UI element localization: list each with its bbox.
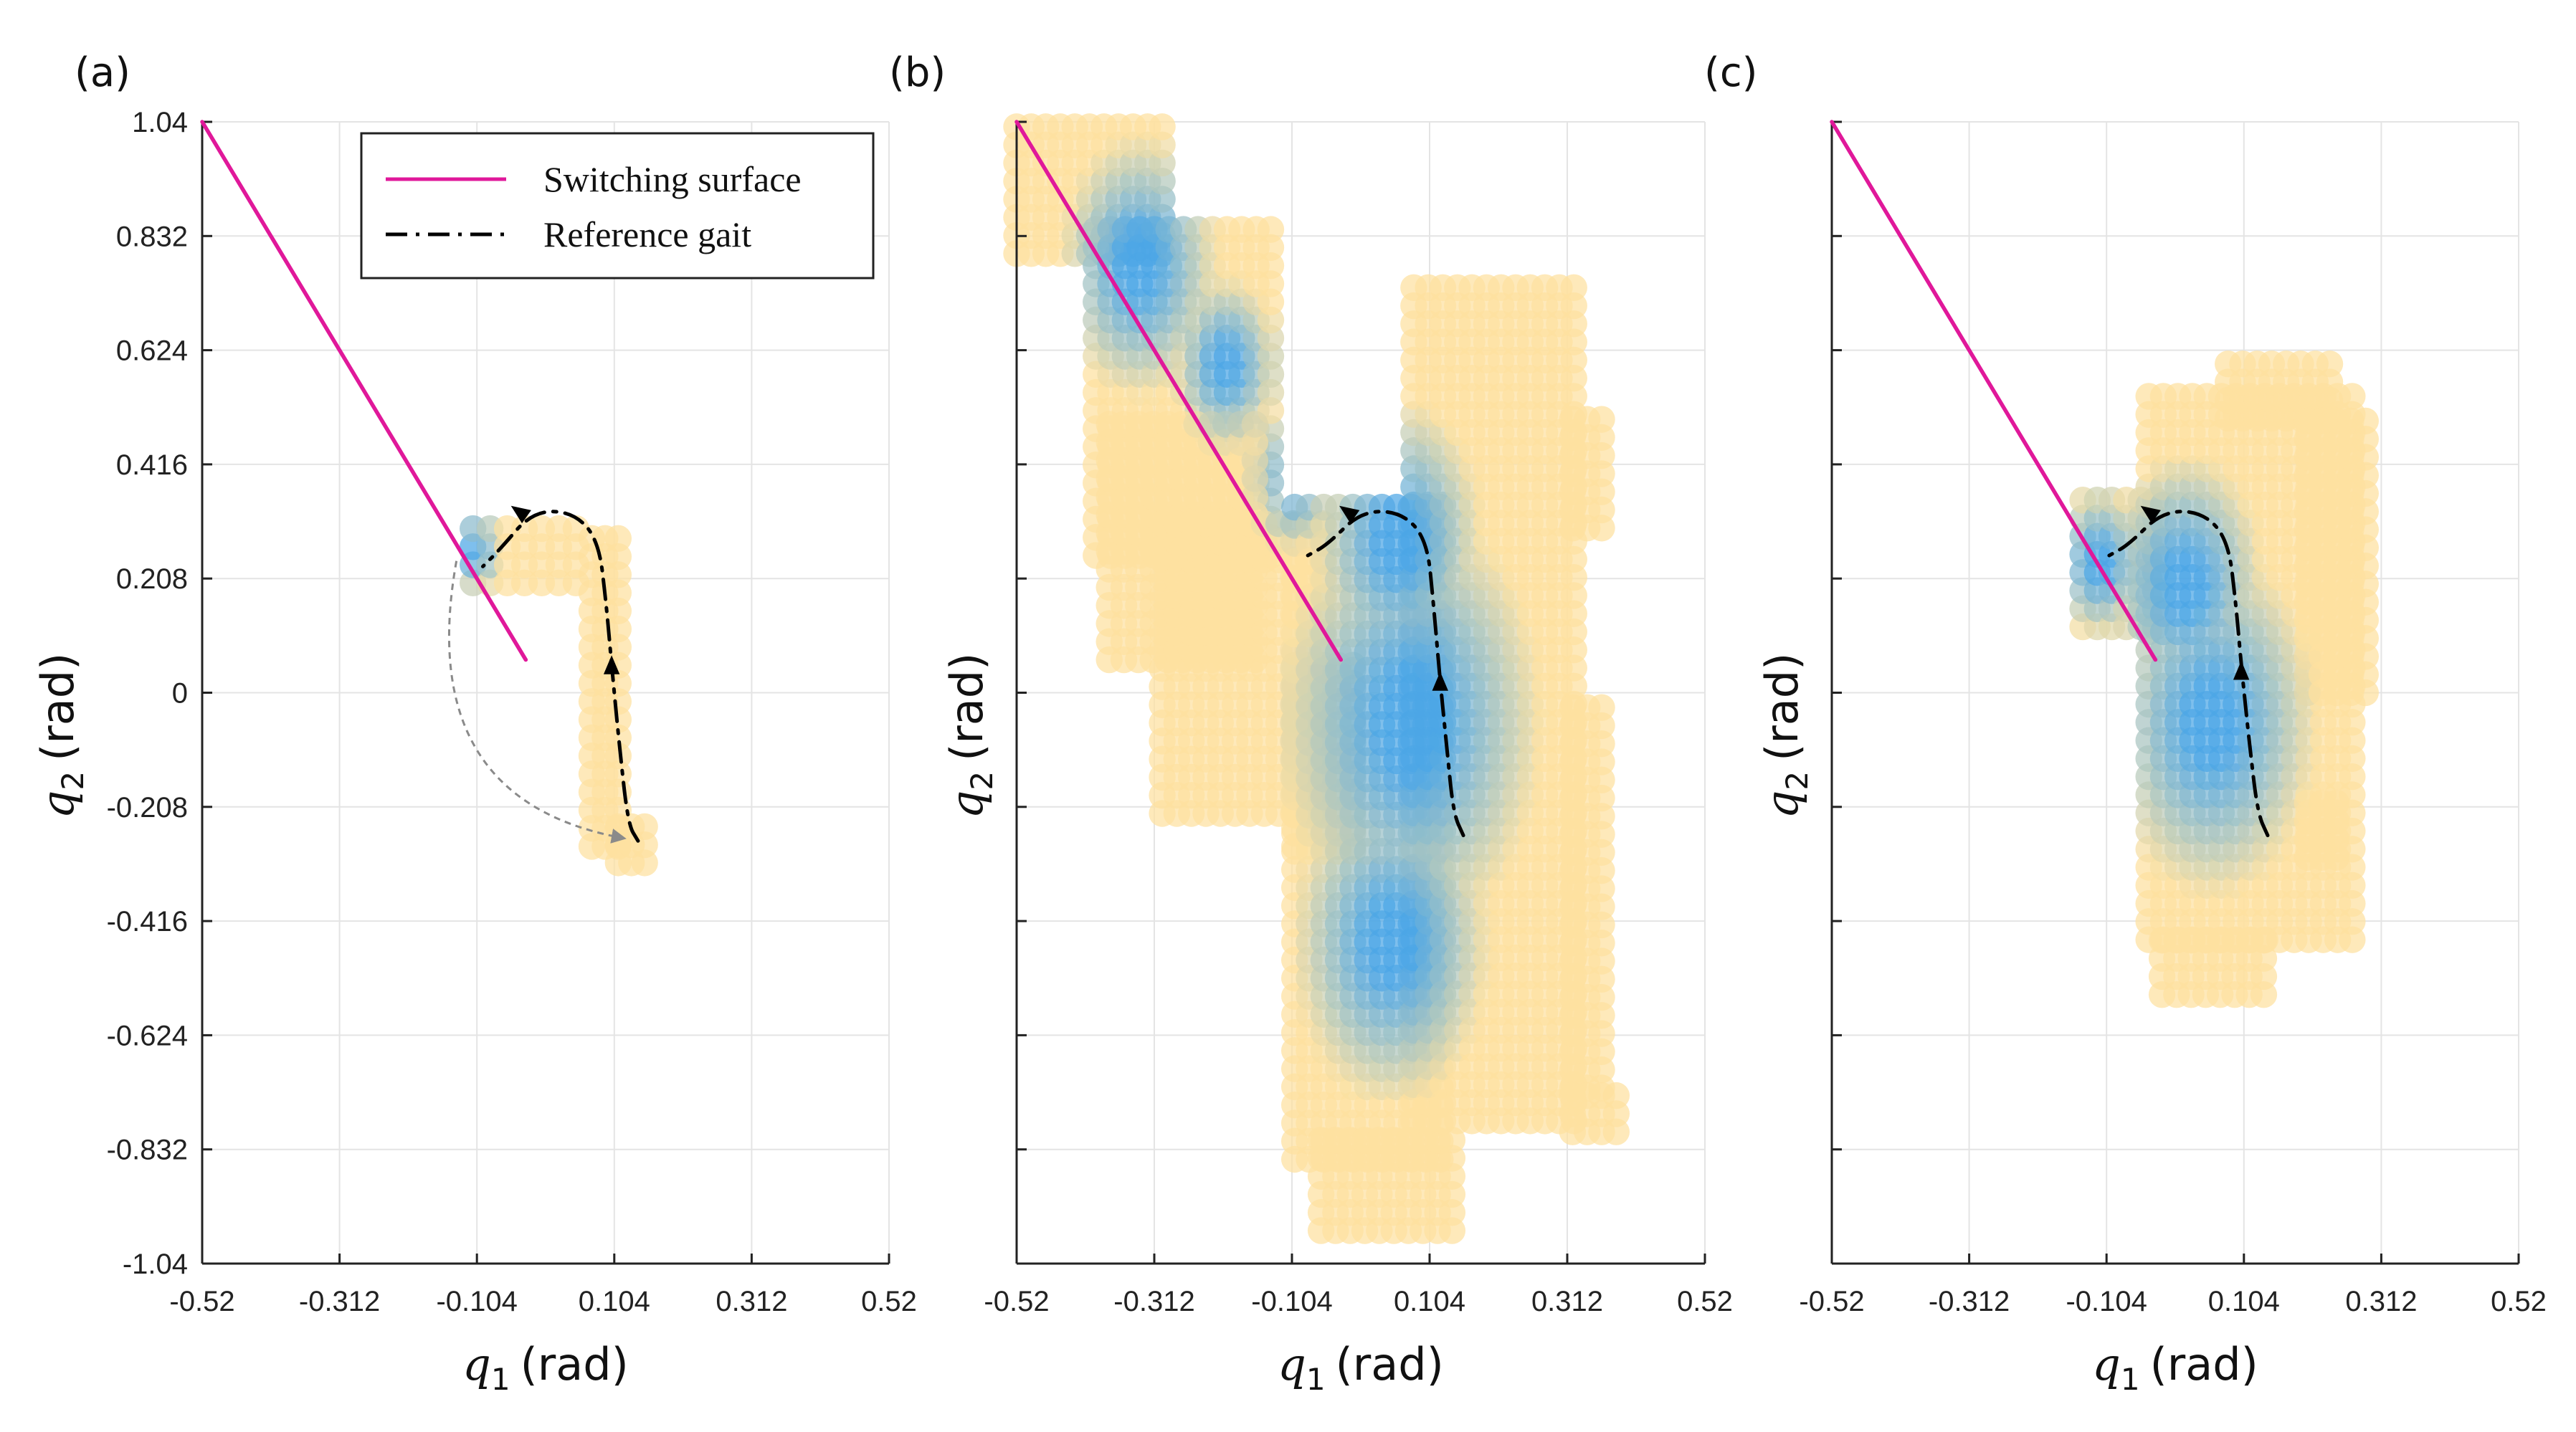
x-tick-label: 0.312 <box>1531 1286 1603 1317</box>
gait-direction-arrow <box>1339 505 1360 524</box>
y-tick-label: 0.416 <box>116 449 188 481</box>
x-axis-symbol: q <box>1278 1338 1306 1390</box>
legend-switching-label: Switching surface <box>543 159 802 199</box>
data-point <box>1560 274 1587 302</box>
impact-map-arrow <box>447 560 627 844</box>
x-tick-label: 0.104 <box>1394 1286 1465 1317</box>
x-axis-subscript: 1 <box>491 1362 510 1397</box>
x-axis-unit: (rad) <box>2150 1338 2258 1390</box>
x-tick-label: -0.312 <box>1929 1286 2010 1317</box>
data-point <box>1588 694 1615 721</box>
y-tick-label: -0.416 <box>107 906 188 937</box>
x-tick-label: -0.104 <box>1251 1286 1332 1317</box>
data-point <box>2339 383 2366 410</box>
panel-b: -0.52 -0.312 -0.104 0.104 0.312 0.52(b)q1 (rad… <box>889 49 1733 1397</box>
y-axis-unit: (rad) <box>1756 653 1808 761</box>
panel-c: -0.52 -0.312 -0.104 0.104 0.312 0.52(c)q1 (rad… <box>1704 49 2547 1397</box>
reference-gait-curve <box>480 510 640 843</box>
x-tick-label: -0.104 <box>2066 1286 2147 1317</box>
data-point <box>1241 411 1269 438</box>
data-point <box>604 525 632 552</box>
y-axis-label: q2 (rad) <box>32 653 90 819</box>
data-point <box>2352 407 2379 435</box>
x-tick-label: 0.52 <box>2491 1286 2547 1317</box>
x-tick-label: -0.312 <box>299 1286 380 1317</box>
y-axis-label: q2 (rad) <box>941 653 999 819</box>
y-axis-symbol: q <box>1756 791 1808 819</box>
gait-direction-arrow <box>2233 660 2250 680</box>
legend-gait-label: Reference gait <box>543 214 751 254</box>
y-axis-symbol: q <box>941 791 993 819</box>
x-axis-unit: (rad) <box>521 1338 629 1390</box>
y-axis-subscript: 2 <box>55 771 90 791</box>
data-point <box>1602 1082 1630 1109</box>
x-tick-label: -0.312 <box>1113 1286 1194 1317</box>
y-axis-label: q2 (rad) <box>1756 653 1815 819</box>
reference-gait-curve <box>2107 510 2270 838</box>
legend-box <box>360 132 875 280</box>
y-tick-label: -1.04 <box>123 1249 188 1280</box>
x-tick-label: 0.52 <box>1677 1286 1733 1317</box>
x-tick-label: -0.104 <box>436 1286 517 1317</box>
x-tick-label: -0.52 <box>169 1286 234 1317</box>
y-tick-label: -0.208 <box>107 792 188 824</box>
data-point <box>1257 216 1285 243</box>
x-tick-label: -0.52 <box>984 1286 1049 1317</box>
data-point <box>1149 113 1176 140</box>
x-axis-symbol: q <box>462 1338 491 1390</box>
x-tick-label: 0.104 <box>2208 1286 2280 1317</box>
panel-a: -0.52 -0.312 -0.104 0.104 0.312 0.52 -1.04 -0.8… <box>32 49 917 1397</box>
y-axis-subscript: 2 <box>964 771 999 791</box>
reference-gait-curve <box>1306 510 1465 838</box>
x-tick-label: -0.52 <box>1799 1286 1864 1317</box>
y-tick-label: -0.624 <box>107 1020 188 1051</box>
x-axis-label: q1 (rad) <box>2092 1338 2258 1397</box>
y-tick-label: -0.832 <box>107 1135 188 1166</box>
gait-direction-arrow <box>510 505 531 524</box>
switching-surface-line <box>1830 120 2158 662</box>
data-point <box>2323 789 2350 817</box>
gait-direction-arrow <box>1432 672 1448 691</box>
x-axis-symbol: q <box>2092 1338 2121 1390</box>
x-axis-label: q1 (rad) <box>462 1338 629 1397</box>
y-tick-label: 0.208 <box>116 563 188 595</box>
data-point <box>2250 927 2278 954</box>
x-tick-label: 0.104 <box>579 1286 650 1317</box>
x-axis-unit: (rad) <box>1336 1338 1444 1390</box>
x-axis-subscript: 1 <box>1306 1362 1326 1397</box>
gait-direction-arrow <box>2140 505 2161 524</box>
x-axis-label: q1 (rad) <box>1278 1338 1444 1397</box>
y-tick-label: 0.624 <box>116 335 188 367</box>
data-point <box>2316 350 2344 378</box>
x-axis-subscript: 1 <box>2121 1362 2140 1397</box>
switching-surface-line <box>1014 120 1344 662</box>
switching-surface-line <box>200 120 528 662</box>
panel-label: (c) <box>1704 49 1757 96</box>
panel-label: (b) <box>889 49 946 96</box>
y-tick-label: 0 <box>172 678 188 710</box>
x-tick-label: 0.52 <box>861 1286 917 1317</box>
panel-label: (a) <box>75 49 130 96</box>
y-tick-label: 0.832 <box>116 221 188 252</box>
y-axis-unit: (rad) <box>941 653 993 761</box>
legend: Switching surface Reference gait <box>360 132 875 280</box>
x-tick-label: 0.312 <box>2345 1286 2417 1317</box>
data-point <box>1588 406 1615 433</box>
y-axis-symbol: q <box>32 791 84 819</box>
y-axis-subscript: 2 <box>1779 771 1815 791</box>
gait-direction-arrow <box>603 655 620 674</box>
y-axis-unit: (rad) <box>32 653 84 761</box>
data-point <box>631 813 658 841</box>
y-tick-label: 1.04 <box>132 107 188 138</box>
x-tick-label: 0.312 <box>716 1286 787 1317</box>
